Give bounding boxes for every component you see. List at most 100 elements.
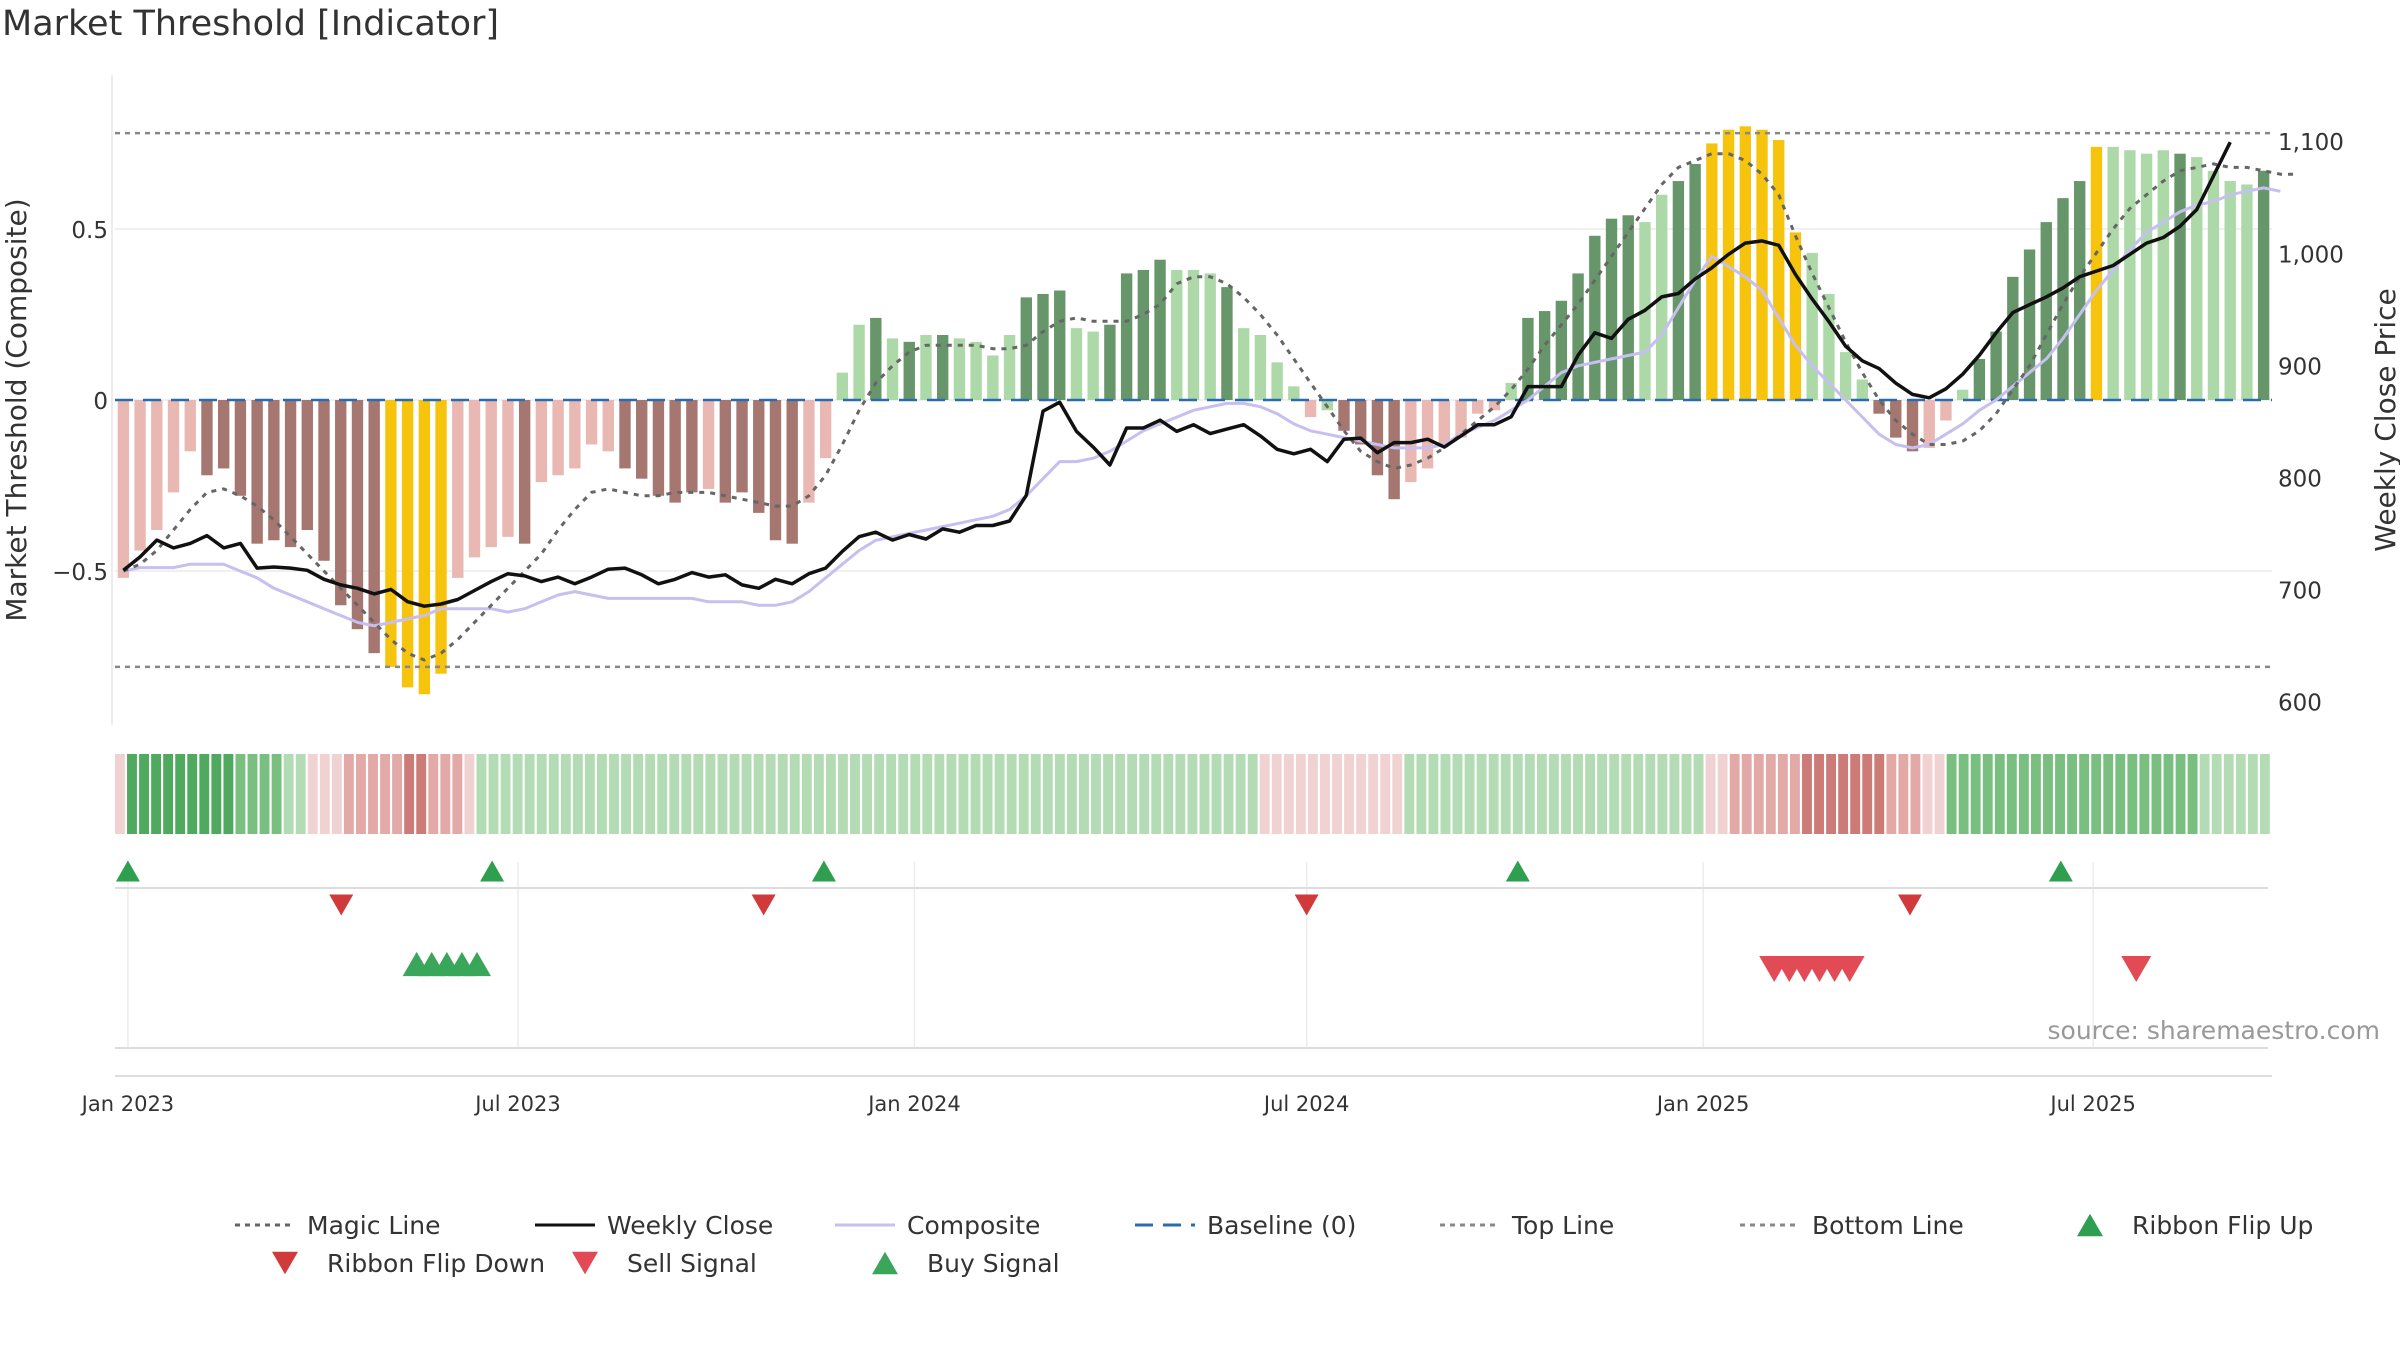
ribbon-cell [524,754,535,834]
legend-item: Top Line [1440,1211,1614,1240]
composite-bar [903,341,915,400]
ribbon-cell [1994,754,2005,834]
composite-bar [1237,328,1250,400]
ribbon-cell [1512,754,1523,834]
composite-bar [920,335,932,400]
ribbon-cell [753,754,764,834]
composite-bar [1572,273,1584,400]
ribbon-cell [1789,754,1800,834]
ribbon-cell [319,754,330,834]
left-axis-label: Market Threshold (Composite) [0,198,33,621]
ribbon-cell [1597,754,1608,834]
composite-bar [401,400,414,688]
ribbon-cell [1862,754,1873,834]
composite-bar [602,400,614,452]
ribbon-cell [1874,754,1885,834]
composite-bar [1973,358,1986,400]
ribbon-cell [729,754,740,834]
ribbon-flip-up-marker [480,860,505,882]
composite-bar [1154,259,1166,400]
x-tick-label: Jul 2024 [1262,1092,1349,1116]
composite-bar [1304,400,1317,418]
composite-bar [1104,324,1116,400]
composite-bar [335,400,347,606]
ribbon-cell [235,754,246,834]
ribbon-cell [187,754,198,834]
composite-bar [652,400,665,496]
composite-bar [1823,293,1835,400]
ribbon-cell [705,754,716,834]
ribbon-cell [2151,754,2162,834]
ribbon-cell [452,754,463,834]
ribbon-cell [1380,754,1391,834]
ribbon-flip-down-marker [1897,894,1922,916]
composite-bar [218,400,230,469]
composite-bar [1856,379,1869,400]
ribbon-cell [886,754,897,834]
ribbon-cell [139,754,149,834]
ribbon-cell [994,754,1005,834]
ribbon-cell [838,754,848,834]
magic-line [122,152,2298,662]
composite-bar [719,400,731,503]
composite-bar [1438,400,1450,445]
right-tick-label: 900 [2278,354,2322,380]
ribbon-cell [247,754,258,834]
composite-bar [251,400,263,544]
ribbon-cell [1247,754,1258,834]
ribbon-cell [343,754,354,834]
composite-bar [619,400,631,469]
ribbon-cell [1488,754,1499,834]
legend-item: Weekly Close [535,1211,773,1240]
ribbon-cell [2079,754,2090,834]
legend-swatch [2077,1213,2103,1237]
ribbon-cell [717,754,728,834]
ribbon-cell [1645,754,1656,834]
legend-item: Composite [835,1211,1040,1240]
composite-bar [368,400,380,654]
ribbon-cell [2091,754,2102,834]
legend-label: Ribbon Flip Down [327,1249,545,1278]
ribbon-cell [2139,754,2150,834]
legend-item: Bottom Line [1740,1211,1964,1240]
ribbon-cell [1922,754,1933,834]
x-tick-label: Jul 2025 [2048,1092,2135,1116]
ribbon-cell [898,754,909,834]
composite-bar [468,400,481,558]
composite-bar [1538,311,1551,400]
ribbon-cell [464,754,475,834]
ribbon-cell [1139,754,1150,834]
ribbon-cell [1777,754,1788,834]
composite-bar [418,400,431,695]
composite-bar [1990,331,2002,400]
composite-bar [2157,150,2169,400]
ribbon-cell [1729,754,1740,834]
ribbon-cell [488,754,499,834]
composite-bar [769,400,782,541]
ribbon-cell [1054,754,1065,834]
ribbon-cell [2235,754,2246,834]
ribbon-cell [1211,754,1222,834]
ribbon-cell [500,754,511,834]
ribbon-cell [1753,754,1764,834]
right-tick-label: 1,000 [2278,242,2344,268]
composite-bar [1873,400,1885,414]
composite-bar [1087,331,1099,400]
ribbon-cell [428,754,439,834]
ribbon-cell [2199,754,2210,834]
ribbon-cell [1115,754,1126,834]
composite-bar [234,400,247,496]
ribbon-cell [1741,754,1752,834]
composite-bar [1672,181,1685,400]
ribbon-cell [1838,754,1849,834]
ribbon-flip-down-marker [329,894,354,916]
ribbon-cell [560,754,571,834]
ribbon-cell [1886,754,1897,834]
right-tick-label: 700 [2278,579,2322,605]
legend-item: Sell Signal [572,1249,757,1278]
composite-bar [2040,222,2052,400]
sell-signal-marker [2121,955,2152,983]
composite-bar [1371,400,1384,476]
ribbon-cell [1344,754,1355,834]
composite-bar [702,400,715,489]
